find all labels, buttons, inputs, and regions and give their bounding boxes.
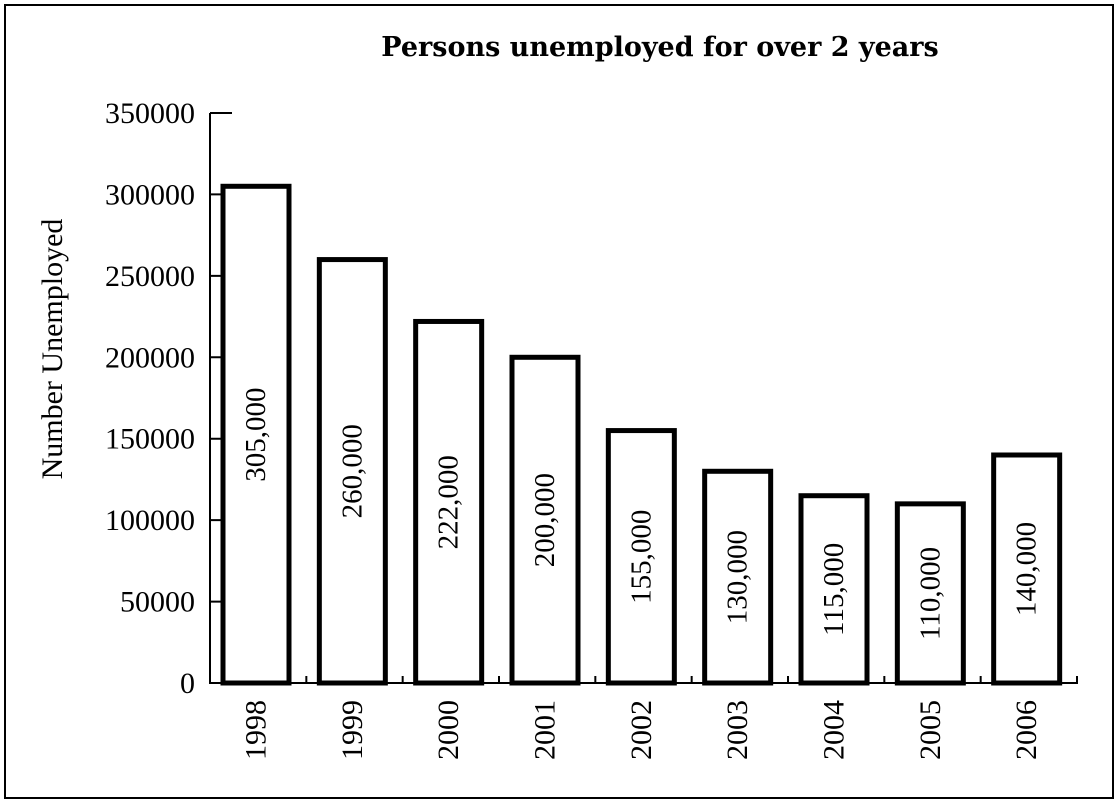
bar-value-label: 222,000 [433,455,465,549]
chart-title: Persons unemployed for over 2 years [381,32,938,63]
bar-value-label: 110,000 [914,547,946,640]
y-tick-label: 100000 [105,504,195,537]
x-tick-label: 2004 [818,700,851,760]
y-tick-label: 50000 [120,586,195,619]
x-tick-label: 1998 [240,700,273,760]
bar-1998 [220,183,292,686]
bar-value-label: 305,000 [240,388,272,482]
bar-value-label: 260,000 [336,424,368,518]
bar-2000 [413,318,485,686]
y-axis: 0 50000 100000 150000 200000 250000 300000 3500… [105,97,232,700]
y-tick-label: 350000 [105,97,195,130]
x-tick-label: 2005 [914,700,947,760]
y-tick-label: 200000 [105,341,195,374]
y-tick-label: 250000 [105,260,195,293]
x-tick-label: 1999 [336,700,369,760]
bars-group: 305,000 260,000 222,000 200,000 155,000 130,0… [220,183,1063,686]
x-tick-label: 2001 [529,700,562,760]
bar-2003 [702,468,774,686]
bar-2006 [991,452,1063,686]
bar-2004 [798,493,870,686]
x-tick-label: 2006 [1010,700,1043,760]
y-tick-label: 300000 [105,178,195,211]
bar-value-label: 155,000 [625,510,657,604]
bar-value-label: 115,000 [818,543,850,636]
bar-2002 [605,428,677,686]
bar-2001 [509,354,581,686]
bar-value-label: 200,000 [529,473,561,567]
y-axis-title: Number Unemployed [36,219,69,480]
x-tick-label: 2003 [721,700,754,760]
x-tick-label: 2002 [625,700,658,760]
x-axis: 1998 1999 2000 2001 2002 2003 2004 2005 2006 [209,676,1078,760]
y-tick-label: 0 [180,667,195,700]
x-tick-label: 2000 [432,700,465,760]
bar-value-label: 130,000 [722,530,754,624]
y-tick-label: 150000 [105,423,195,456]
bar-value-label: 140,000 [1011,522,1043,616]
bar-2005 [894,501,966,686]
bar-1999 [316,257,388,686]
